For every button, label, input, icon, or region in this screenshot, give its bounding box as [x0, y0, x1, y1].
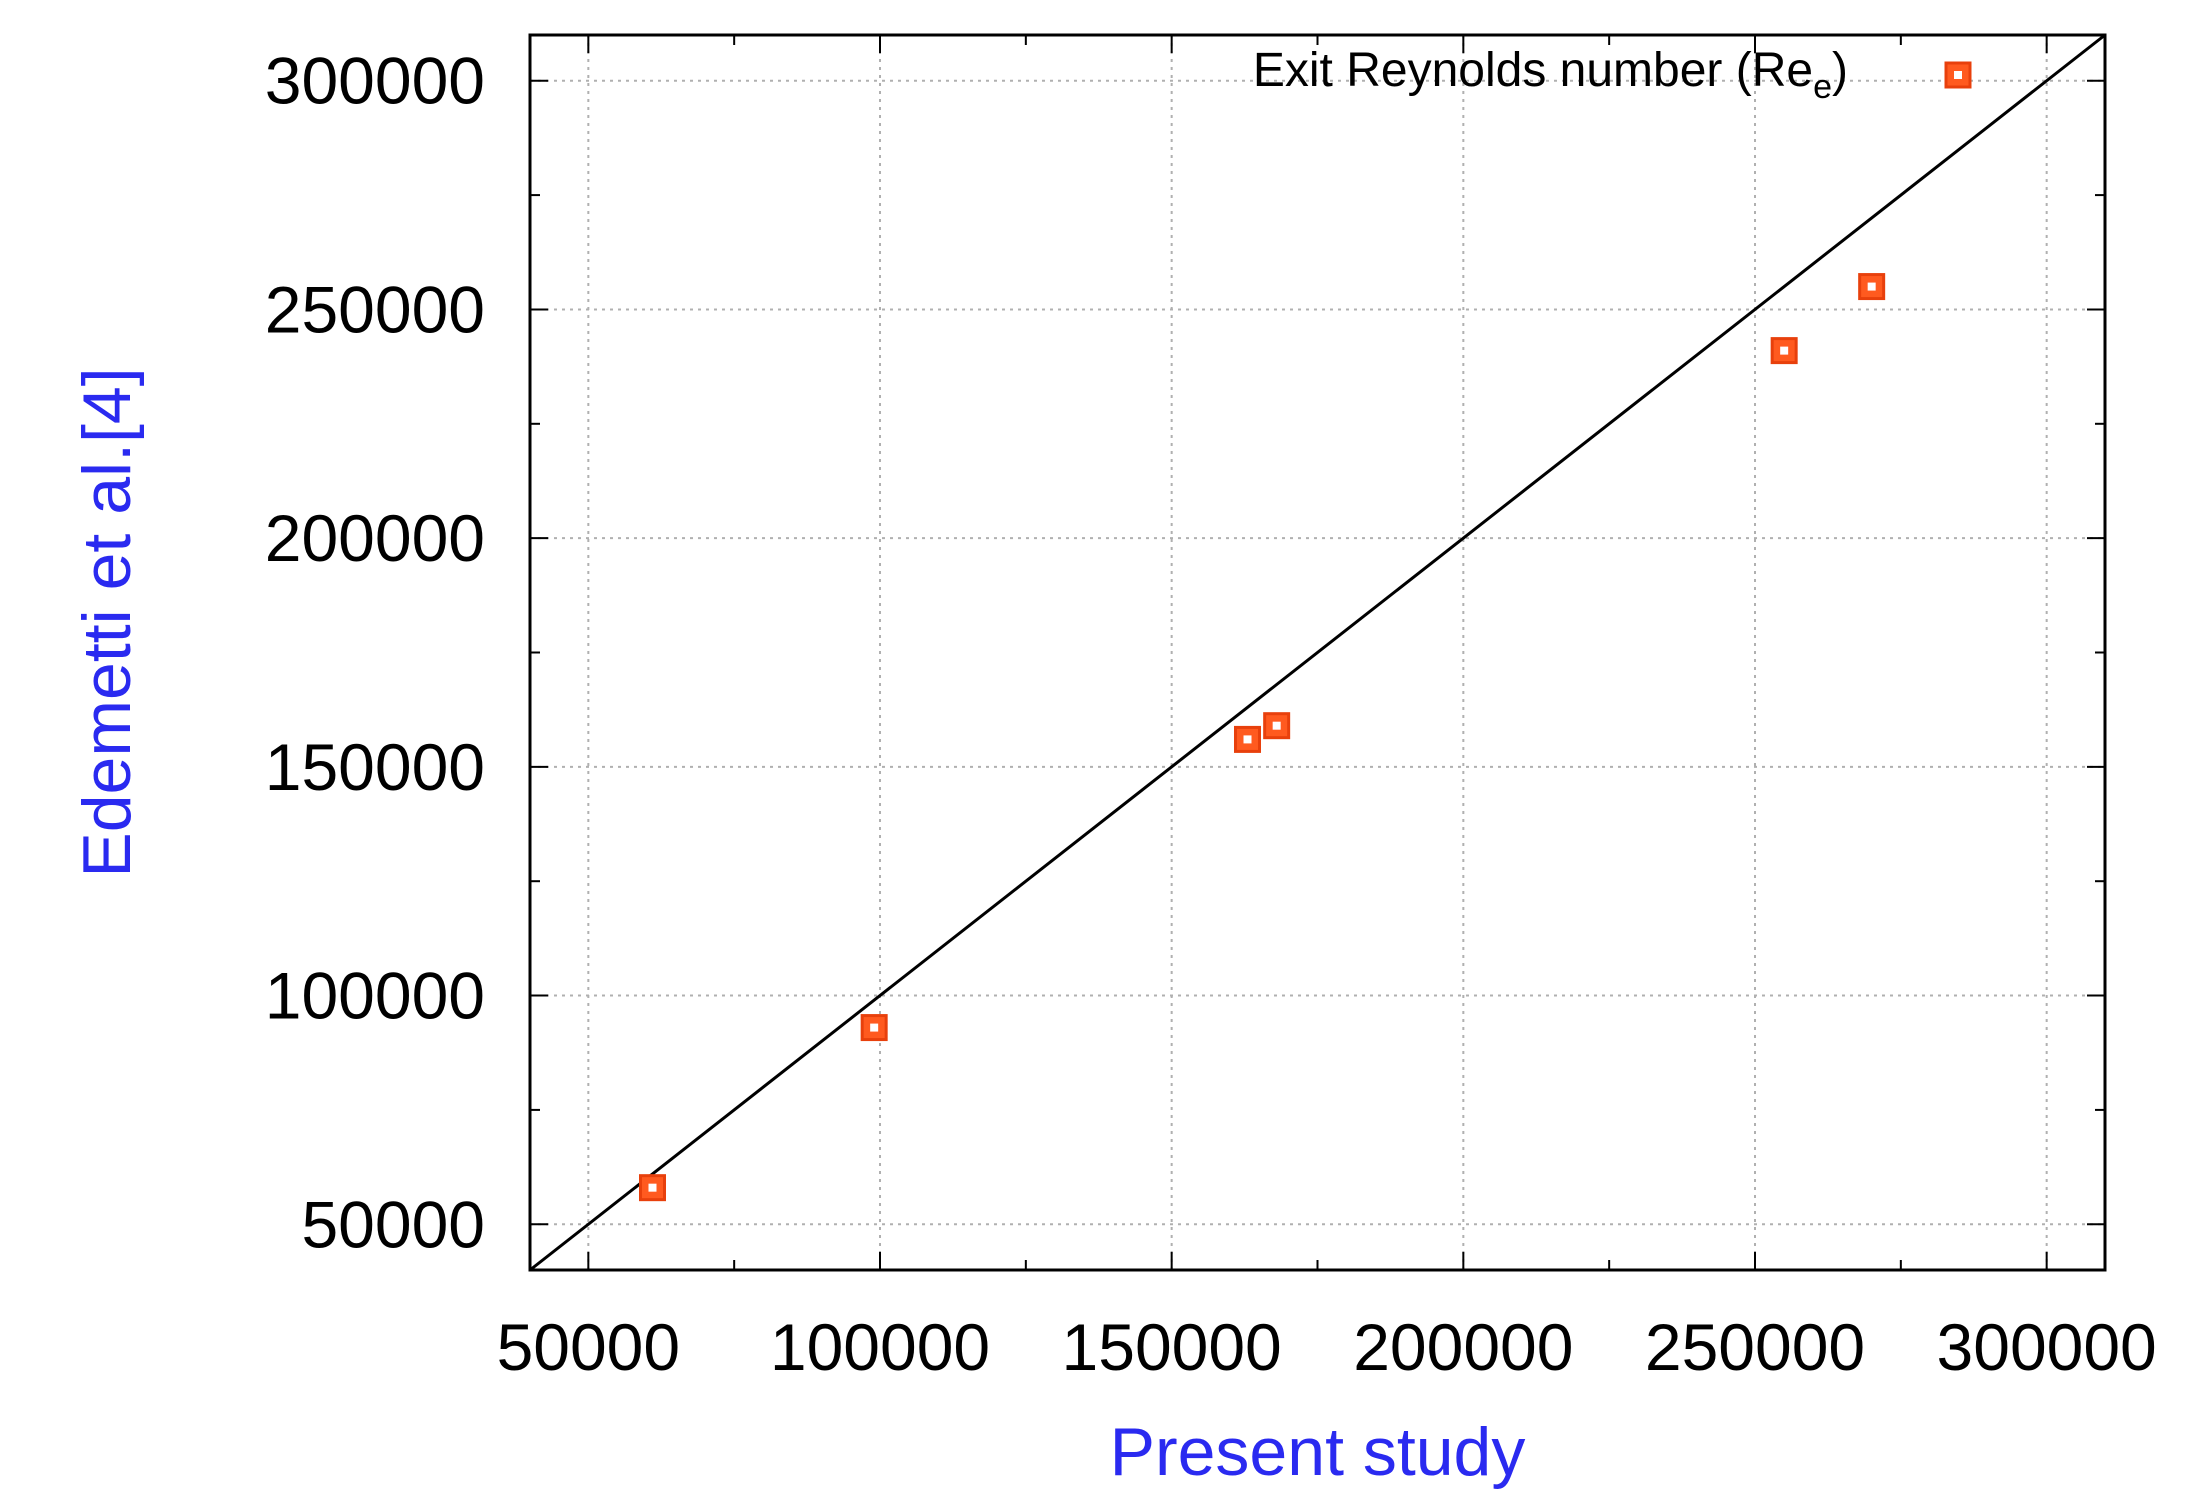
- legend-label-main: Exit Reynolds number (Re: [1253, 44, 1813, 97]
- marker-center: [1954, 71, 1962, 79]
- data-point: [1263, 712, 1291, 740]
- data-point: [1858, 273, 1886, 301]
- y-tick-label: 250000: [265, 272, 485, 346]
- x-axis-title: Present study: [1110, 1414, 1526, 1490]
- x-tick-labels: 50000 100000 150000 200000 250000 300000: [497, 1310, 2157, 1384]
- y-axis-title: Edemetti et al.[4]: [69, 367, 145, 877]
- marker-center: [1867, 282, 1876, 291]
- x-tick-label: 150000: [1062, 1310, 1282, 1384]
- legend-label: Exit Reynolds number (Ree): [1253, 44, 1848, 106]
- marker-center: [1243, 735, 1252, 744]
- marker-square: [1263, 712, 1291, 740]
- legend-label-subscript: e: [1813, 68, 1832, 106]
- y-tick-label: 300000: [265, 44, 485, 118]
- tick-marks: [530, 35, 2105, 1270]
- data-point: [860, 1014, 888, 1042]
- marker-center: [870, 1023, 879, 1032]
- x-tick-label: 200000: [1353, 1310, 1573, 1384]
- data-point: [1234, 725, 1261, 753]
- marker-center: [648, 1183, 657, 1192]
- reference-line: [529, 33, 2106, 1272]
- data-point: [1770, 337, 1798, 365]
- grid-layer: [530, 35, 2105, 1270]
- data-points: [639, 273, 1886, 1202]
- data-point: [639, 1174, 666, 1202]
- x-tick-label: 100000: [770, 1310, 990, 1384]
- legend: Exit Reynolds number (Ree): [1253, 44, 1972, 106]
- x-tick-label: 300000: [1937, 1310, 2157, 1384]
- y-tick-label: 200000: [265, 501, 485, 575]
- legend-marker-square: [1944, 61, 1972, 89]
- y-tick-label: 150000: [265, 730, 485, 804]
- x-tick-label: 250000: [1645, 1310, 1865, 1384]
- marker-center: [1272, 721, 1281, 730]
- y-tick-labels: 50000 100000 150000 200000 250000 300000: [265, 44, 485, 1262]
- marker-square: [1234, 725, 1261, 753]
- legend-label-close: ): [1832, 44, 1848, 97]
- marker-center: [1780, 346, 1789, 355]
- legend-marker: [1944, 61, 1972, 89]
- x-tick-label: 50000: [497, 1310, 681, 1384]
- y-tick-label: 100000: [265, 959, 485, 1033]
- reference-line-layer: [529, 33, 2106, 1272]
- y-tick-label: 50000: [301, 1187, 485, 1261]
